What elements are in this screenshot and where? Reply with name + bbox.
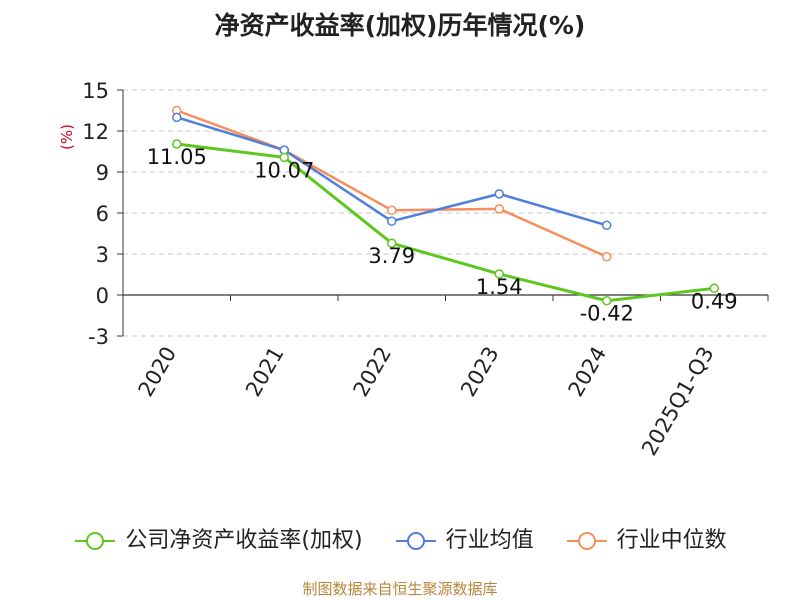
series-line-0	[176, 142, 715, 303]
x-tick-label: 2023	[456, 343, 504, 401]
x-tick-label: 2024	[564, 343, 612, 401]
data-label: 10.07	[254, 158, 314, 182]
data-point	[494, 189, 504, 199]
data-source: 制图数据来自恒生聚源数据库	[302, 580, 498, 598]
x-tick-label: 2020	[134, 343, 182, 401]
data-point	[602, 251, 612, 262]
data-label: 1.54	[476, 275, 523, 299]
legend-marker-industry-mean	[395, 532, 436, 550]
data-point	[602, 295, 612, 306]
data-label: 3.79	[368, 244, 415, 268]
data-point	[387, 216, 397, 226]
legend-label-industry-mean: 行业均值	[445, 528, 534, 553]
y-tick-label: 15	[82, 79, 109, 103]
y-tick-label: 3	[96, 243, 109, 267]
legend-marker-company	[75, 532, 116, 550]
data-point	[709, 283, 719, 294]
y-tick-label: 12	[82, 120, 109, 144]
legend: 公司净资产收益率(加权) 行业均值 行业中位数	[0, 522, 800, 554]
data-point	[172, 112, 182, 123]
data-point	[602, 220, 612, 231]
data-point	[279, 152, 289, 163]
data-point	[494, 204, 504, 214]
data-label: -0.42	[580, 302, 634, 326]
legend-item-industry-mean[interactable]: 行业均值	[394, 522, 534, 554]
legend-label-company: 公司净资产收益率(加权)	[125, 528, 363, 553]
series-line-2	[176, 109, 608, 258]
line-chart: -3 0 3 6 9 12 15 2020 2021 2022 2023 2024 2025Q1-Q3 1…	[82, 79, 769, 460]
x-tick-label: 2021	[241, 343, 289, 401]
y-tick-label: 0	[96, 284, 109, 308]
data-label: 11.05	[147, 145, 207, 169]
legend-marker-industry-median	[566, 532, 607, 550]
x-tick-label: 2025Q1-Q3	[637, 343, 719, 460]
data-label: 0.49	[691, 289, 738, 313]
data-point	[387, 205, 397, 216]
x-tick-label: 2022	[349, 343, 397, 401]
y-tick-label: 9	[96, 161, 109, 185]
data-point	[494, 269, 504, 279]
y-tick-label: 6	[96, 202, 109, 226]
legend-label-industry-median: 行业中位数	[616, 528, 727, 553]
chart-title: 净资产收益率(加权)历年情况(%)	[214, 11, 586, 40]
data-point	[172, 139, 182, 149]
legend-item-industry-median[interactable]: 行业中位数	[565, 522, 727, 554]
legend-item-company[interactable]: 公司净资产收益率(加权)	[73, 522, 363, 554]
data-point	[387, 238, 397, 248]
y-tick-label: -3	[88, 325, 109, 349]
